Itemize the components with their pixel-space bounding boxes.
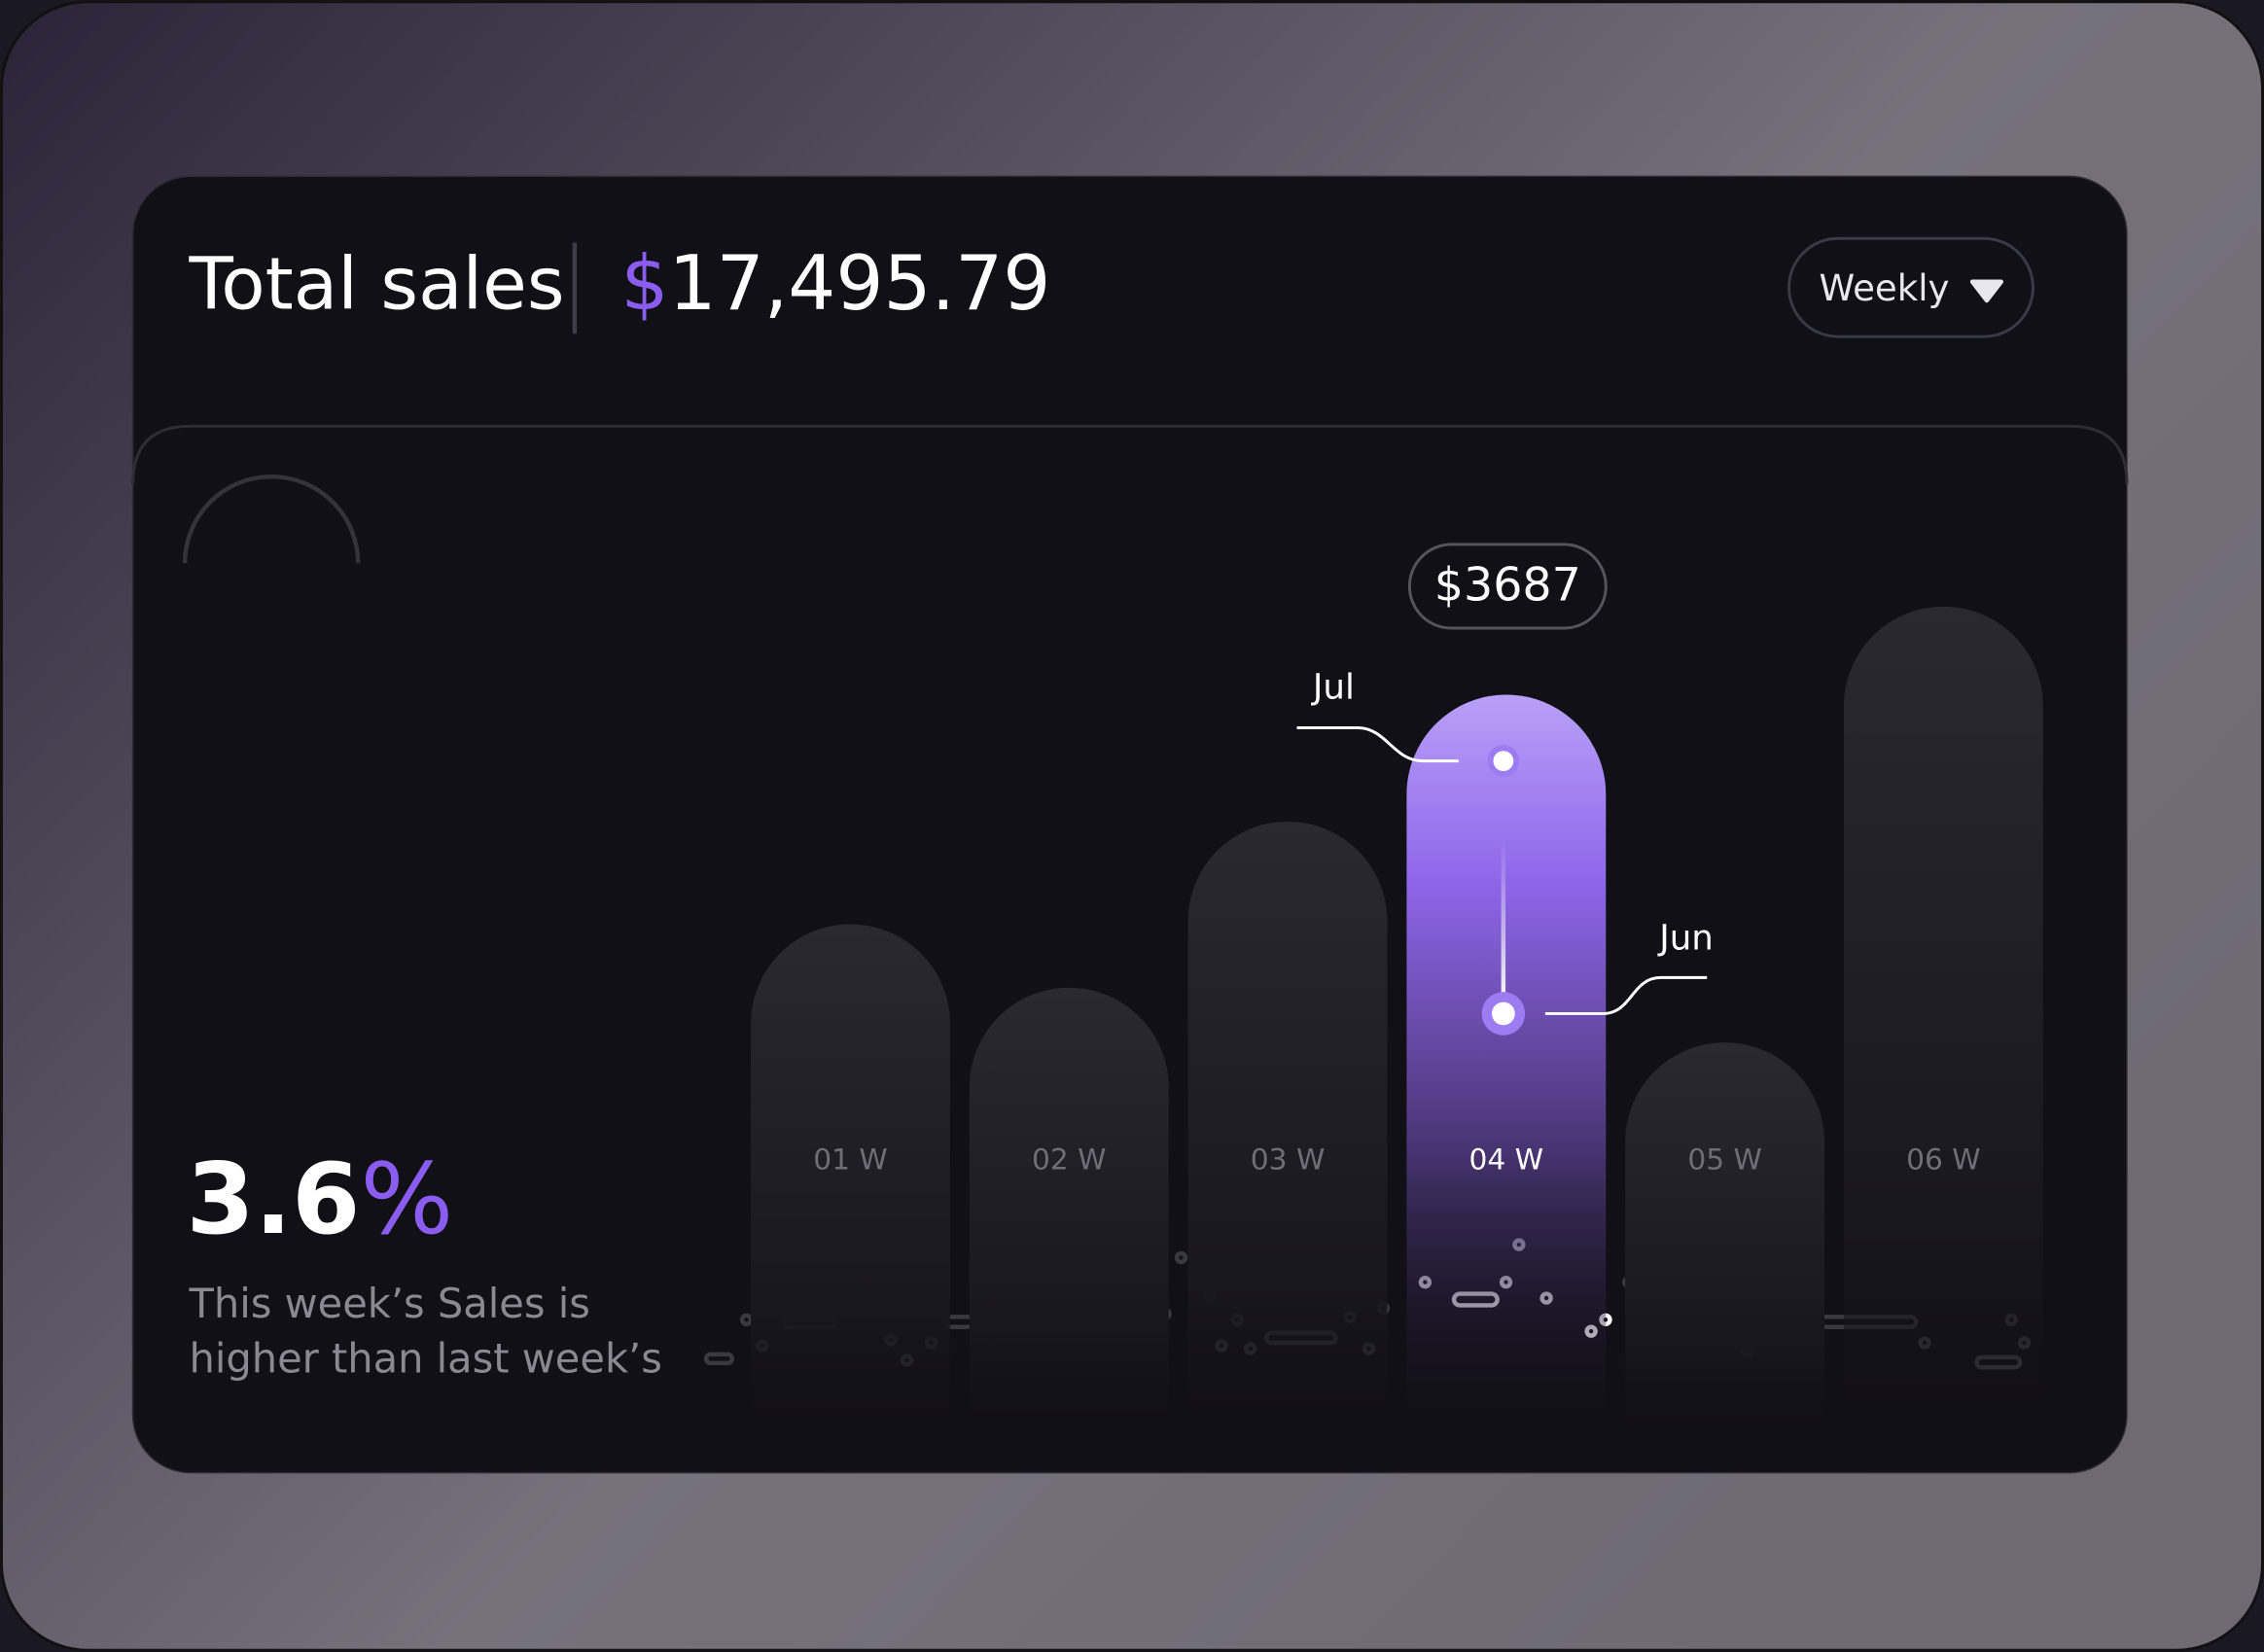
dropdown-label[interactable]: Weekly <box>1820 267 1950 309</box>
x-tick-label: 04 W <box>1469 1142 1544 1177</box>
value-pill <box>1407 543 1608 630</box>
x-tick-label: 05 W <box>1687 1142 1762 1177</box>
annotation-line <box>1544 975 1708 1015</box>
stat-caption: This week’s Sales is <box>188 1280 589 1327</box>
total-amount: $17,495.79 <box>620 240 1050 328</box>
dropdown-arrow[interactable] <box>1969 279 2004 303</box>
bar <box>1406 694 1607 1444</box>
value-label: $3687 <box>1434 558 1581 612</box>
marker <box>1491 1002 1515 1026</box>
bar <box>1843 606 2043 1444</box>
bar <box>1187 821 1388 1444</box>
decor-arc <box>182 474 361 564</box>
marker <box>1493 751 1514 772</box>
stat-caption: higher than last week’s <box>189 1334 661 1382</box>
bar <box>751 924 950 1444</box>
stem <box>1501 840 1506 1007</box>
amount: 17,495.79 <box>669 240 1051 328</box>
dropdown-border[interactable] <box>1787 236 2034 338</box>
stat-value: 3.6% <box>187 1142 454 1256</box>
x-tick-label: 02 W <box>1032 1142 1107 1177</box>
period-dropdown[interactable]: Weekly <box>1787 236 2034 338</box>
annotation: Jun <box>1657 919 1714 959</box>
annotation-line <box>1296 725 1459 763</box>
stat-unit: % <box>360 1142 453 1256</box>
currency: $ <box>620 240 668 328</box>
bar <box>1625 1042 1825 1444</box>
title: Total sales <box>188 242 564 327</box>
bar-chart: 01 W 02 W 03 W 04 W $3687 Jul Jun 05 W 06 W <box>751 543 2043 1444</box>
x-tick-label: 03 W <box>1251 1142 1326 1177</box>
panel-edge <box>131 424 2129 484</box>
stat-number: 3.6 <box>187 1142 361 1256</box>
annotation: Jul <box>1311 667 1355 707</box>
bar <box>969 987 1169 1444</box>
x-tick-label: 01 W <box>813 1142 888 1177</box>
x-tick-label: 06 W <box>1906 1142 1981 1177</box>
